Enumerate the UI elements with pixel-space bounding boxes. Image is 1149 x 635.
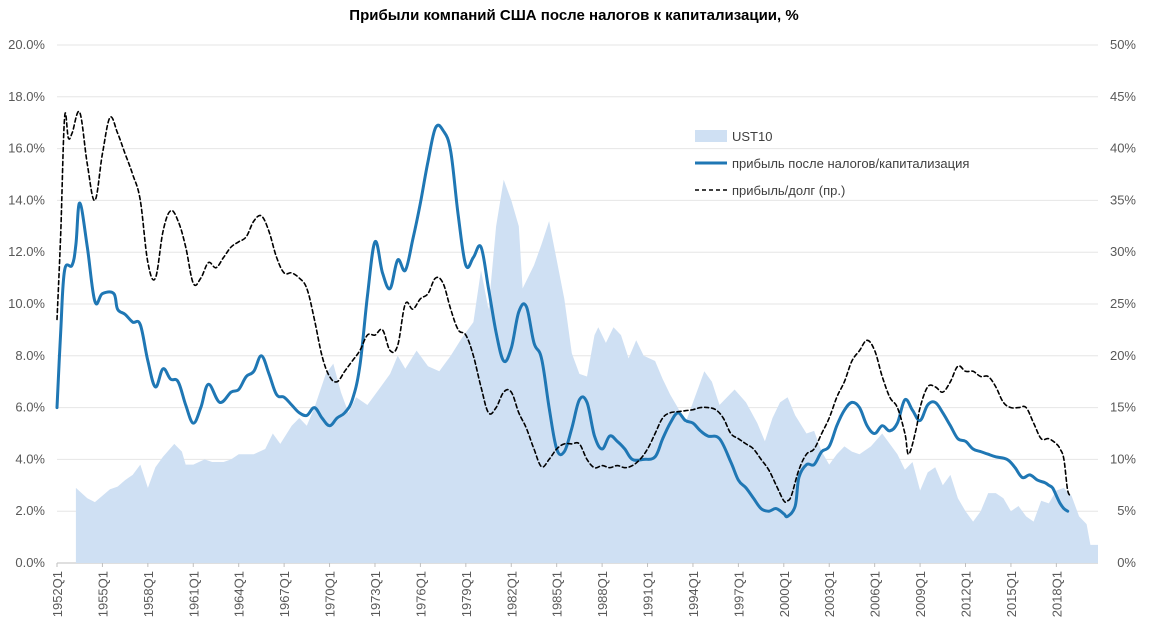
x-tick-label: 2015Q1 bbox=[1004, 571, 1019, 617]
line-series-profit-debt bbox=[56, 110, 1073, 504]
y-right-tick-label: 20% bbox=[1110, 348, 1136, 363]
axes: 0.0% 2.0% 4.0% 6.0% 8.0% 10.0% 12.0% 14.0% 16.0%… bbox=[8, 37, 1136, 617]
x-tick-label: 1964Q1 bbox=[232, 571, 247, 617]
y-right-tick-label: 25% bbox=[1110, 296, 1136, 311]
y-right-tick-label: 10% bbox=[1110, 451, 1136, 466]
y-right-tick-label: 5% bbox=[1117, 503, 1136, 518]
x-tick-label: 1952Q1 bbox=[50, 571, 65, 617]
y-right-tick-label: 50% bbox=[1110, 37, 1136, 52]
x-tick-label: 1970Q1 bbox=[323, 571, 338, 617]
y-left-tick-label: 0.0% bbox=[15, 555, 45, 570]
area-series-ust10 bbox=[75, 179, 1098, 563]
x-tick-label: 2003Q1 bbox=[822, 571, 837, 617]
y-left-tick-label: 20.0% bbox=[8, 37, 45, 52]
y-right-tick-label: 0% bbox=[1117, 555, 1136, 570]
x-tick-label: 1997Q1 bbox=[731, 571, 746, 617]
x-tick-label: 1985Q1 bbox=[550, 571, 565, 617]
y-left-tick-label: 16.0% bbox=[8, 141, 45, 156]
y-left-tick-label: 4.0% bbox=[15, 451, 45, 466]
x-tick-label: 1973Q1 bbox=[368, 571, 383, 617]
x-tick-label: 1982Q1 bbox=[504, 571, 519, 617]
y-right-tick-label: 30% bbox=[1110, 244, 1136, 259]
x-tick-label: 2018Q1 bbox=[1049, 571, 1064, 617]
legend: UST10 прибыль после налогов/капитализация… bbox=[695, 129, 969, 198]
x-tick-label: 1958Q1 bbox=[141, 571, 156, 617]
x-tick-label: 1979Q1 bbox=[459, 571, 474, 617]
y-right-tick-label: 40% bbox=[1110, 141, 1136, 156]
x-tick-label: 2009Q1 bbox=[913, 571, 928, 617]
x-tick-label: 1991Q1 bbox=[641, 571, 656, 617]
legend-label: UST10 bbox=[732, 129, 772, 144]
chart-title: Прибыли компаний США после налогов к кап… bbox=[349, 7, 798, 24]
x-tick-label: 1967Q1 bbox=[277, 571, 292, 617]
y-left-tick-label: 18.0% bbox=[8, 89, 45, 104]
legend-label: прибыль/долг (пр.) bbox=[732, 183, 845, 198]
y-left-tick-label: 6.0% bbox=[15, 400, 45, 415]
y-right-tick-label: 45% bbox=[1110, 89, 1136, 104]
line-series-profit-cap bbox=[55, 123, 1070, 519]
y-right-tick-label: 35% bbox=[1110, 192, 1136, 207]
legend-swatch-ust10 bbox=[695, 130, 727, 142]
area-series-group bbox=[75, 179, 1098, 563]
x-tick-label: 2012Q1 bbox=[959, 571, 974, 617]
legend-label: прибыль после налогов/капитализация bbox=[732, 156, 969, 171]
y-right-tick-label: 15% bbox=[1110, 400, 1136, 415]
y-left-tick-label: 12.0% bbox=[8, 244, 45, 259]
x-tick-label: 1955Q1 bbox=[95, 571, 110, 617]
y-left-tick-label: 10.0% bbox=[8, 296, 45, 311]
x-tick-label: 2000Q1 bbox=[777, 571, 792, 617]
x-tick-label: 1988Q1 bbox=[595, 571, 610, 617]
y-left-tick-label: 14.0% bbox=[8, 192, 45, 207]
x-tick-label: 2006Q1 bbox=[868, 571, 883, 617]
x-tick-label: 1994Q1 bbox=[686, 571, 701, 617]
y-left-tick-label: 2.0% bbox=[15, 503, 45, 518]
line-series-group bbox=[55, 110, 1073, 519]
x-tick-label: 1976Q1 bbox=[413, 571, 428, 617]
y-left-tick-label: 8.0% bbox=[15, 348, 45, 363]
x-tick-label: 1961Q1 bbox=[186, 571, 201, 617]
